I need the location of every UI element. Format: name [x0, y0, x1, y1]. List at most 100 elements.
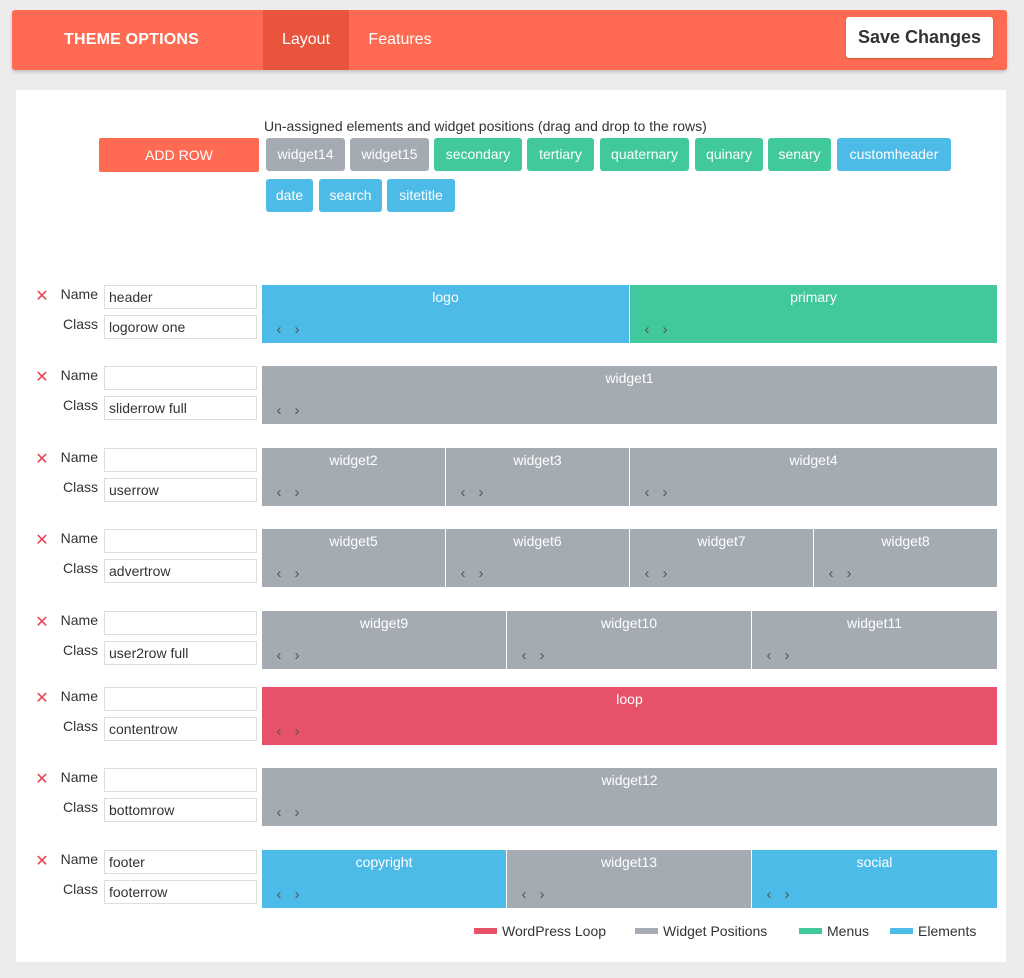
expand-right-icon[interactable]: › — [478, 565, 484, 582]
cell-widget12[interactable]: widget12 ‹ › — [262, 768, 997, 826]
chip-tertiary[interactable]: tertiary — [527, 138, 594, 171]
expand-right-icon[interactable]: › — [478, 484, 484, 501]
shrink-left-icon[interactable]: ‹ — [460, 484, 466, 501]
chip-date[interactable]: date — [266, 179, 313, 212]
shrink-left-icon[interactable]: ‹ — [521, 886, 527, 903]
cell-widget2[interactable]: widget2 ‹ › — [262, 448, 445, 506]
delete-row-icon[interactable]: ✕ — [35, 288, 49, 305]
shrink-left-icon[interactable]: ‹ — [644, 565, 650, 582]
shrink-left-icon[interactable]: ‹ — [460, 565, 466, 582]
add-row-button[interactable]: ADD ROW — [99, 138, 259, 172]
expand-right-icon[interactable]: › — [539, 886, 545, 903]
expand-right-icon[interactable]: › — [294, 484, 300, 501]
resize-arrows: ‹ › — [270, 402, 306, 419]
chip-quinary[interactable]: quinary — [695, 138, 763, 171]
shrink-left-icon[interactable]: ‹ — [828, 565, 834, 582]
delete-row-icon[interactable]: ✕ — [35, 771, 49, 788]
shrink-left-icon[interactable]: ‹ — [276, 484, 282, 501]
expand-right-icon[interactable]: › — [784, 647, 790, 664]
save-changes-button[interactable]: Save Changes — [846, 17, 993, 58]
row-name-input[interactable] — [104, 768, 257, 792]
chip-senary[interactable]: senary — [768, 138, 831, 171]
expand-right-icon[interactable]: › — [784, 886, 790, 903]
expand-right-icon[interactable]: › — [662, 484, 668, 501]
tab-layout[interactable]: Layout — [263, 10, 349, 70]
row-name-input[interactable] — [104, 687, 257, 711]
expand-right-icon[interactable]: › — [294, 402, 300, 419]
shrink-left-icon[interactable]: ‹ — [276, 647, 282, 664]
shrink-left-icon[interactable]: ‹ — [276, 565, 282, 582]
shrink-left-icon[interactable]: ‹ — [276, 804, 282, 821]
cell-widget13[interactable]: widget13 ‹ › — [507, 850, 751, 908]
chip-quaternary[interactable]: quaternary — [600, 138, 689, 171]
layout-row: ✕ Name Class widget2 ‹› widget3 ‹› widge… — [16, 447, 1006, 507]
shrink-left-icon[interactable]: ‹ — [644, 484, 650, 501]
delete-row-icon[interactable]: ✕ — [35, 614, 49, 631]
row-class-input[interactable] — [104, 717, 257, 741]
row-class-input[interactable] — [104, 880, 257, 904]
legend-label: Elements — [918, 923, 977, 939]
row-name-input[interactable] — [104, 529, 257, 553]
chip-widget15[interactable]: widget15 — [350, 138, 429, 171]
shrink-left-icon[interactable]: ‹ — [276, 402, 282, 419]
expand-right-icon[interactable]: › — [846, 565, 852, 582]
row-class-input[interactable] — [104, 315, 257, 339]
delete-row-icon[interactable]: ✕ — [35, 690, 49, 707]
cell-widget6[interactable]: widget6 ‹ › — [446, 529, 629, 587]
row-class-input[interactable] — [104, 559, 257, 583]
row-class-input[interactable] — [104, 478, 257, 502]
cell-widget3[interactable]: widget3 ‹ › — [446, 448, 629, 506]
row-name-input[interactable] — [104, 448, 257, 472]
expand-right-icon[interactable]: › — [539, 647, 545, 664]
row-name-input[interactable] — [104, 611, 257, 635]
shrink-left-icon[interactable]: ‹ — [644, 321, 650, 338]
expand-right-icon[interactable]: › — [294, 321, 300, 338]
cell-primary[interactable]: primary ‹ › — [630, 285, 997, 343]
shrink-left-icon[interactable]: ‹ — [276, 886, 282, 903]
expand-right-icon[interactable]: › — [662, 321, 668, 338]
chip-customheader[interactable]: customheader — [837, 138, 951, 171]
shrink-left-icon[interactable]: ‹ — [766, 886, 772, 903]
row-name-input[interactable] — [104, 850, 257, 874]
tab-features[interactable]: Features — [368, 31, 432, 48]
chip-search[interactable]: search — [319, 179, 382, 212]
row-name-input[interactable] — [104, 285, 257, 309]
row-name-input[interactable] — [104, 366, 257, 390]
delete-row-icon[interactable]: ✕ — [35, 853, 49, 870]
chip-secondary[interactable]: secondary — [434, 138, 522, 171]
layout-row: ✕ Name Class logo ‹› primary ‹› — [16, 284, 1006, 344]
cell-widget1[interactable]: widget1 ‹ › — [262, 366, 997, 424]
cell-loop[interactable]: loop ‹ › — [262, 687, 997, 745]
delete-row-icon[interactable]: ✕ — [35, 532, 49, 549]
cell-widget5[interactable]: widget5 ‹ › — [262, 529, 445, 587]
shrink-left-icon[interactable]: ‹ — [521, 647, 527, 664]
shrink-left-icon[interactable]: ‹ — [276, 321, 282, 338]
row-class-input[interactable] — [104, 641, 257, 665]
cell-widget7[interactable]: widget7 ‹ › — [630, 529, 813, 587]
cell-widget10[interactable]: widget10 ‹ › — [507, 611, 751, 669]
shrink-left-icon[interactable]: ‹ — [276, 723, 282, 740]
row-class-input[interactable] — [104, 798, 257, 822]
delete-row-icon[interactable]: ✕ — [35, 369, 49, 386]
cell-widget9[interactable]: widget9 ‹ › — [262, 611, 506, 669]
delete-row-icon[interactable]: ✕ — [35, 451, 49, 468]
row-cells: loop ‹ › — [262, 687, 997, 745]
expand-right-icon[interactable]: › — [294, 723, 300, 740]
cell-widget8[interactable]: widget8 ‹ › — [814, 529, 997, 587]
cell-copyright[interactable]: copyright ‹ › — [262, 850, 506, 908]
cell-widget11[interactable]: widget11 ‹ › — [752, 611, 997, 669]
expand-right-icon[interactable]: › — [294, 886, 300, 903]
expand-right-icon[interactable]: › — [294, 804, 300, 821]
cell-social[interactable]: social ‹ › — [752, 850, 997, 908]
chip-sitetitle[interactable]: sitetitle — [387, 179, 455, 212]
row-class-input[interactable] — [104, 396, 257, 420]
expand-right-icon[interactable]: › — [294, 647, 300, 664]
cell-widget4[interactable]: widget4 ‹ › — [630, 448, 997, 506]
cell-logo[interactable]: logo ‹ › — [262, 285, 629, 343]
legend-swatch — [799, 928, 822, 935]
row-cells: widget2 ‹ › widget3 ‹ › widget4 ‹ › — [262, 448, 997, 506]
expand-right-icon[interactable]: › — [662, 565, 668, 582]
expand-right-icon[interactable]: › — [294, 565, 300, 582]
shrink-left-icon[interactable]: ‹ — [766, 647, 772, 664]
chip-widget14[interactable]: widget14 — [266, 138, 345, 171]
